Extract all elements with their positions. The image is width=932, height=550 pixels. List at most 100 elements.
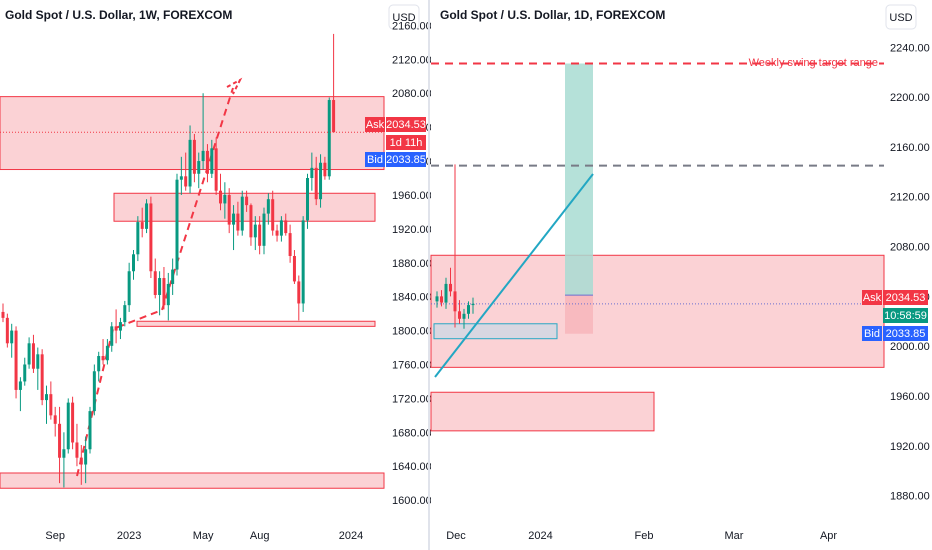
weekly-candle[interactable]	[219, 173, 222, 211]
weekly-candle[interactable]	[123, 300, 127, 327]
weekly-zone[interactable]	[0, 472, 385, 489]
weekly-candle[interactable]	[101, 339, 105, 365]
weekly-candle[interactable]	[205, 144, 209, 183]
weekly-candle[interactable]	[31, 334, 35, 373]
weekly-candle[interactable]	[323, 156, 327, 180]
weekly-candle[interactable]	[132, 250, 135, 280]
daily-countdown-tag[interactable]: 10:58:59	[883, 308, 928, 323]
daily-candle[interactable]	[435, 291, 439, 308]
weekly-candle[interactable]	[114, 309, 118, 344]
weekly-candle[interactable]	[175, 173, 179, 276]
weekly-candle[interactable]	[266, 193, 270, 225]
daily-bid-tag[interactable]: Bid 2033.85	[862, 326, 928, 341]
weekly-candle[interactable]	[240, 190, 244, 236]
weekly-candle[interactable]	[58, 406, 62, 484]
weekly-candle[interactable]	[292, 250, 296, 284]
daily-candle[interactable]	[453, 164, 457, 328]
weekly-candle[interactable]	[279, 216, 283, 242]
weekly-candle[interactable]	[192, 133, 196, 183]
weekly-candle[interactable]	[18, 377, 22, 412]
weekly-countdown-tag[interactable]: 1d 11h	[386, 135, 426, 150]
weekly-candle[interactable]	[5, 313, 9, 348]
weekly-candle[interactable]	[45, 385, 48, 424]
position-stop-area[interactable]	[565, 295, 593, 334]
weekly-candle[interactable]	[262, 207, 266, 255]
weekly-candle[interactable]	[105, 339, 109, 365]
weekly-candle[interactable]	[92, 364, 96, 416]
weekly-candle[interactable]	[245, 190, 249, 212]
weekly-candle[interactable]	[79, 445, 83, 485]
daily-candle[interactable]	[449, 267, 452, 297]
weekly-candle[interactable]	[314, 156, 318, 206]
weekly-candle[interactable]	[227, 188, 231, 234]
weekly-zone[interactable]	[113, 192, 376, 222]
weekly-candle[interactable]	[149, 196, 153, 279]
weekly-candle[interactable]	[301, 216, 305, 312]
daily-candle[interactable]	[471, 297, 475, 314]
weekly-chart-pane[interactable]: Gold Spot / U.S. Dollar, 1W, FOREXCOM US…	[0, 0, 432, 550]
weekly-candle[interactable]	[188, 125, 192, 194]
weekly-candle[interactable]	[232, 205, 236, 251]
daily-candle[interactable]	[458, 300, 461, 324]
weekly-candle[interactable]	[10, 323, 14, 358]
daily-candle[interactable]	[444, 277, 448, 309]
weekly-candle[interactable]	[214, 137, 218, 195]
weekly-candle[interactable]	[210, 139, 214, 179]
weekly-zone[interactable]	[0, 96, 385, 171]
weekly-candle[interactable]	[275, 224, 279, 242]
weekly-candle[interactable]	[153, 258, 157, 299]
weekly-candle[interactable]	[284, 213, 288, 236]
weekly-candle[interactable]	[71, 396, 75, 450]
weekly-candle[interactable]	[158, 271, 162, 316]
weekly-candle[interactable]	[27, 337, 31, 369]
weekly-ask-tag[interactable]: Ask 2034.53	[365, 117, 426, 132]
daily-candle[interactable]	[440, 290, 443, 307]
weekly-candle[interactable]	[36, 347, 40, 390]
weekly-candle[interactable]	[23, 357, 27, 386]
weekly-candle[interactable]	[201, 93, 205, 170]
weekly-candle[interactable]	[14, 326, 18, 399]
weekly-candle[interactable]	[166, 272, 170, 321]
daily-ask-tag[interactable]: Ask 2034.53	[862, 290, 928, 305]
daily-currency-button[interactable]: USD	[885, 4, 917, 30]
weekly-candle[interactable]	[223, 182, 227, 219]
weekly-bid-tag[interactable]: Bid 2033.85	[365, 152, 426, 167]
weekly-candle[interactable]	[40, 349, 44, 406]
weekly-candle[interactable]	[127, 262, 131, 312]
weekly-candle[interactable]	[136, 216, 140, 262]
weekly-candle[interactable]	[140, 207, 144, 238]
weekly-candle[interactable]	[75, 423, 79, 467]
weekly-currency-button[interactable]: USD	[388, 4, 420, 30]
weekly-candle[interactable]	[110, 322, 114, 352]
weekly-zone[interactable]	[136, 320, 376, 327]
weekly-candle[interactable]	[319, 154, 323, 208]
weekly-candle[interactable]	[197, 152, 201, 189]
daily-zone[interactable]	[430, 254, 885, 368]
weekly-candle[interactable]	[297, 275, 301, 321]
weekly-candle[interactable]	[171, 258, 175, 295]
weekly-candle[interactable]	[184, 152, 188, 191]
weekly-candle[interactable]	[88, 406, 92, 454]
weekly-candle[interactable]	[162, 267, 166, 310]
weekly-candle[interactable]	[306, 173, 309, 229]
daily-chart-pane[interactable]: Gold Spot / U.S. Dollar, 1D, FOREXCOM We…	[430, 0, 932, 550]
weekly-candle[interactable]	[258, 216, 262, 255]
daily-candle[interactable]	[467, 301, 470, 319]
weekly-candle[interactable]	[1, 303, 5, 323]
weekly-candle[interactable]	[271, 190, 275, 236]
weekly-candle[interactable]	[310, 152, 314, 191]
weekly-candle[interactable]	[249, 203, 253, 246]
daily-zone[interactable]	[430, 391, 655, 432]
weekly-candle[interactable]	[97, 351, 101, 382]
weekly-candle[interactable]	[179, 156, 183, 195]
weekly-candle[interactable]	[62, 432, 66, 488]
daily-demand-zone[interactable]	[433, 323, 558, 340]
weekly-candle[interactable]	[118, 317, 122, 340]
weekly-candle[interactable]	[327, 97, 331, 180]
weekly-candle[interactable]	[253, 216, 257, 251]
weekly-candle[interactable]	[53, 406, 57, 437]
weekly-candle[interactable]	[49, 381, 53, 420]
weekly-projection-arrowhead[interactable]	[226, 77, 243, 95]
weekly-candle[interactable]	[332, 33, 336, 133]
weekly-candle[interactable]	[66, 398, 70, 454]
